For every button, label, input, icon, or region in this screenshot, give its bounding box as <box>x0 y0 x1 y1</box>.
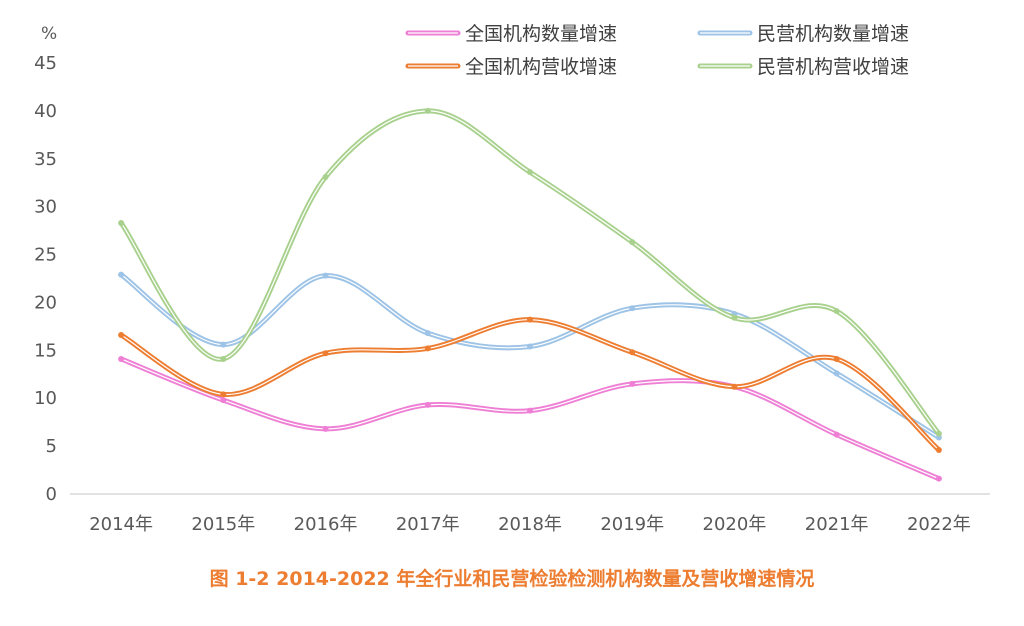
series-2 <box>118 316 942 453</box>
y-tick-label: 35 <box>34 149 57 170</box>
data-point <box>220 391 227 398</box>
y-tick-label: 15 <box>34 340 57 361</box>
data-point <box>424 330 431 337</box>
data-point <box>220 355 227 362</box>
data-point <box>220 341 227 348</box>
data-point <box>833 355 840 362</box>
y-tick-label: 30 <box>34 197 57 218</box>
series-line-highlight <box>120 110 940 435</box>
data-point <box>118 332 125 339</box>
y-axis-unit-label: % <box>41 24 57 44</box>
x-tick-label: 2015年 <box>191 514 255 535</box>
x-tick-label: 2017年 <box>396 514 460 535</box>
y-tick-label: 45 <box>34 53 57 74</box>
legend-label: 民营机构数量增速 <box>757 23 909 45</box>
x-tick-label: 2018年 <box>498 514 562 535</box>
data-point <box>424 401 431 408</box>
data-point <box>527 343 533 350</box>
data-point <box>935 475 942 482</box>
x-tick-label: 2022年 <box>907 514 971 535</box>
x-tick-label: 2021年 <box>805 514 869 535</box>
data-point <box>731 314 738 321</box>
data-point <box>629 239 636 246</box>
y-tick-label: 20 <box>34 292 57 313</box>
data-point <box>118 219 125 226</box>
y-tick-label: 25 <box>34 245 57 266</box>
data-point <box>322 173 329 180</box>
data-point <box>322 425 329 432</box>
x-tick-label: 2019年 <box>600 514 664 535</box>
data-point <box>527 169 533 176</box>
data-point <box>322 350 329 357</box>
data-point <box>118 271 125 278</box>
legend-item: 全国机构营收增速 <box>405 56 617 78</box>
legend-label: 民营机构营收增速 <box>757 56 909 78</box>
data-point <box>935 446 942 453</box>
x-tick-label: 2014年 <box>89 514 153 535</box>
legend-item: 民营机构营收增速 <box>697 56 909 78</box>
series-lines <box>118 107 942 482</box>
data-point <box>935 430 942 437</box>
data-point <box>322 272 329 279</box>
legend-item: 全国机构数量增速 <box>405 23 617 45</box>
data-point <box>629 349 636 356</box>
data-point <box>527 407 533 414</box>
y-tick-label: 5 <box>46 436 57 457</box>
x-tick-label: 2020年 <box>703 514 767 535</box>
data-point <box>833 431 840 438</box>
series-line <box>118 356 942 482</box>
data-point <box>527 316 533 323</box>
series-line-highlight <box>120 358 940 480</box>
legend-item: 民营机构数量增速 <box>697 23 909 45</box>
data-point <box>118 355 125 362</box>
figure-caption: 图 1-2 2014-2022 年全行业和民营检验检测机构数量及营收增速情况 <box>210 567 815 590</box>
data-point <box>833 308 840 315</box>
y-axis-tick-labels: 0 5 10 15 20 25 30 35 40 45 <box>34 53 57 505</box>
x-axis-tick-labels: 2014年 2015年 2016年 2017年 2018年 2019年 2020年 2021年… <box>89 514 971 535</box>
data-point <box>731 383 738 390</box>
legend-label: 全国机构数量增速 <box>465 23 617 45</box>
x-tick-label: 2016年 <box>294 514 358 535</box>
y-tick-label: 0 <box>46 484 57 505</box>
series-1 <box>118 355 942 482</box>
legend-label: 全国机构营收增速 <box>465 56 617 78</box>
y-tick-label: 40 <box>34 101 57 122</box>
data-point <box>629 380 636 387</box>
series-line <box>118 108 942 437</box>
series-4 <box>118 107 942 437</box>
data-point <box>833 370 840 377</box>
data-point <box>424 345 431 352</box>
data-point <box>424 107 431 114</box>
data-point <box>220 397 227 404</box>
data-point <box>629 305 636 312</box>
y-tick-label: 10 <box>34 388 57 409</box>
